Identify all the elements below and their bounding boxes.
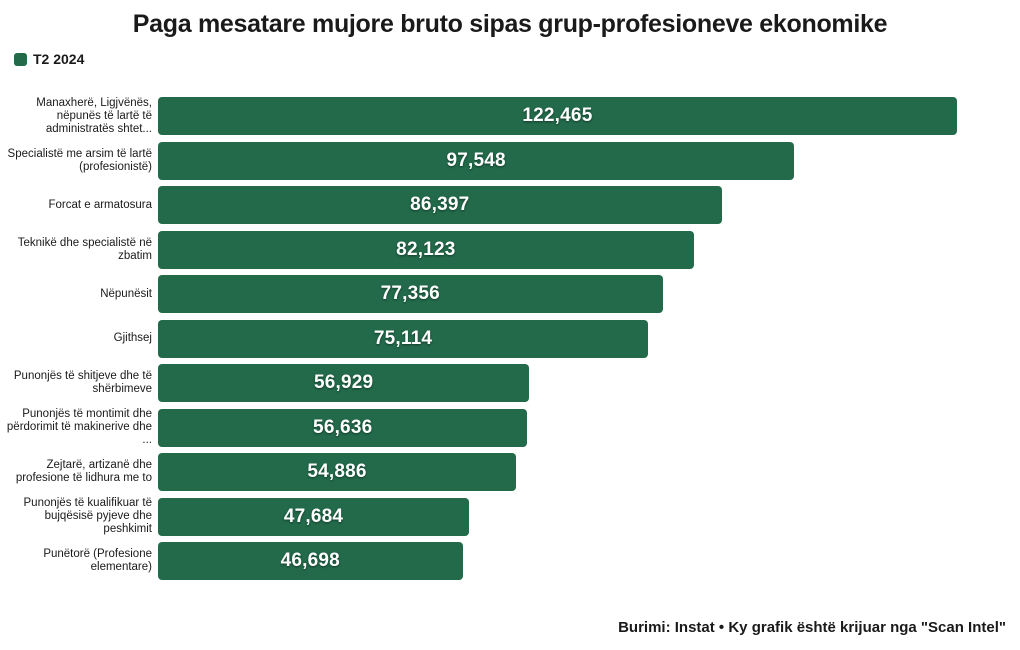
chart-row: Punonjës të montimit dhe përdorimit të m… (0, 406, 1006, 451)
bar: 77,356 (158, 275, 663, 313)
chart-row: Punonjës të shitjeve dhe të shërbimeve 56… (0, 361, 1006, 406)
category-label: Punonjës të shitjeve dhe të shërbimeve (0, 370, 158, 396)
category-label: Punëtorë (Profesione elementare) (0, 548, 158, 574)
bar-value-label: 46,698 (281, 550, 340, 572)
bar-cell: 122,465 (158, 94, 1006, 139)
bar-cell: 77,356 (158, 272, 1006, 317)
bar-cell: 47,684 (158, 495, 1006, 540)
bar: 56,929 (158, 364, 529, 402)
bar-cell: 86,397 (158, 183, 1006, 228)
bar: 97,548 (158, 142, 794, 180)
chart-row: Punonjës të kualifikuar të bujqësisë pyj… (0, 495, 1006, 540)
category-label: Specialistë me arsim të lartë (profesion… (0, 148, 158, 174)
bar-chart: Manaxherë, Ligjvënës, nëpunës të lartë t… (0, 94, 1006, 584)
bar: 46,698 (158, 542, 463, 580)
bar-value-label: 56,929 (314, 372, 373, 394)
chart-row: Teknikë dhe specialistë në zbatim 82,123 (0, 228, 1006, 273)
bar-value-label: 86,397 (410, 194, 469, 216)
category-label: Teknikë dhe specialistë në zbatim (0, 237, 158, 263)
bar-value-label: 122,465 (522, 105, 592, 127)
bar: 54,886 (158, 453, 516, 491)
bar-cell: 75,114 (158, 317, 1006, 362)
bar-value-label: 47,684 (284, 506, 343, 528)
bar-cell: 46,698 (158, 539, 1006, 584)
category-label: Gjithsej (0, 332, 158, 345)
chart-row: Punëtorë (Profesione elementare) 46,698 (0, 539, 1006, 584)
bar-cell: 54,886 (158, 450, 1006, 495)
bar-cell: 82,123 (158, 228, 1006, 273)
chart-row: Nëpunësit 77,356 (0, 272, 1006, 317)
chart-container: Paga mesatare mujore bruto sipas grup-pr… (0, 0, 1020, 650)
bar-cell: 97,548 (158, 139, 1006, 184)
chart-row: Manaxherë, Ligjvënës, nëpunës të lartë t… (0, 94, 1006, 139)
bar-cell: 56,929 (158, 361, 1006, 406)
bar-value-label: 56,636 (313, 417, 372, 439)
bar: 56,636 (158, 409, 527, 447)
bar-value-label: 97,548 (446, 150, 505, 172)
chart-row: Forcat e armatosura 86,397 (0, 183, 1006, 228)
chart-row: Gjithsej 75,114 (0, 317, 1006, 362)
chart-title: Paga mesatare mujore bruto sipas grup-pr… (0, 0, 1020, 39)
legend: T2 2024 (0, 51, 1020, 67)
legend-swatch (14, 53, 27, 66)
legend-label: T2 2024 (33, 51, 84, 67)
category-label: Zejtarë, artizanë dhe profesione të lidh… (0, 459, 158, 485)
bar-value-label: 77,356 (381, 283, 440, 305)
bar: 47,684 (158, 498, 469, 536)
bar: 86,397 (158, 186, 722, 224)
bar-value-label: 54,886 (307, 461, 366, 483)
category-label: Punonjës të kualifikuar të bujqësisë pyj… (0, 497, 158, 536)
category-label: Nëpunësit (0, 288, 158, 301)
bar-cell: 56,636 (158, 406, 1006, 451)
category-label: Forcat e armatosura (0, 199, 158, 212)
bar-value-label: 75,114 (374, 328, 432, 350)
bar: 82,123 (158, 231, 694, 269)
bar: 122,465 (158, 97, 957, 135)
bar-value-label: 82,123 (396, 239, 455, 261)
chart-row: Zejtarë, artizanë dhe profesione të lidh… (0, 450, 1006, 495)
chart-row: Specialistë me arsim të lartë (profesion… (0, 139, 1006, 184)
source-text: Burimi: Instat • Ky grafik është krijuar… (618, 619, 1006, 636)
category-label: Punonjës të montimit dhe përdorimit të m… (0, 408, 158, 447)
category-label: Manaxherë, Ligjvënës, nëpunës të lartë t… (0, 97, 158, 136)
bar: 75,114 (158, 320, 648, 358)
